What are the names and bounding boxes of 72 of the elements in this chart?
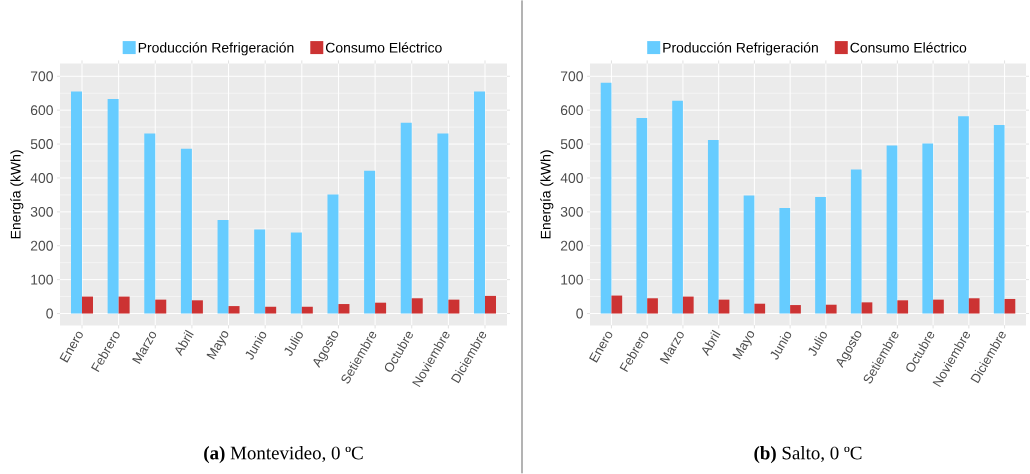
bar <box>217 220 229 314</box>
bar <box>437 133 449 314</box>
bar <box>327 194 339 314</box>
y-tick-label: 300 <box>30 207 53 217</box>
bar <box>779 208 791 314</box>
bar <box>254 229 266 314</box>
text: (b) Salto, 0 ºC <box>754 446 862 464</box>
bar <box>228 306 240 314</box>
y-tick-label: 300 <box>560 207 583 217</box>
bar <box>968 298 980 314</box>
bar <box>861 302 873 314</box>
bar <box>600 82 612 314</box>
bar <box>682 296 694 314</box>
legend-label: Producción Refrigeración <box>138 42 294 56</box>
bar <box>155 299 167 314</box>
bar <box>364 170 376 314</box>
bar <box>71 91 82 314</box>
legend-label: Consumo Eléctrico <box>850 42 967 53</box>
bar <box>933 299 944 314</box>
y-tick-label: 200 <box>30 240 53 251</box>
bar <box>485 296 497 314</box>
y-tick-label: 700 <box>30 71 53 82</box>
bar <box>265 306 277 314</box>
y-tick-label: 400 <box>560 173 583 183</box>
bar <box>825 304 837 314</box>
bar <box>411 298 423 314</box>
bar <box>81 296 93 314</box>
bar <box>754 303 766 314</box>
bar <box>191 300 203 314</box>
bar <box>993 125 1005 314</box>
bar <box>180 148 192 314</box>
y-axis-title: Energía (kWh) <box>540 150 554 239</box>
bar <box>636 118 648 314</box>
bar <box>290 232 302 314</box>
y-tick-label: 0 <box>576 308 583 319</box>
y-tick-label: 0 <box>46 308 53 319</box>
y-tick-label: 500 <box>560 139 583 150</box>
y-tick-label: 400 <box>30 173 53 183</box>
bar <box>672 100 683 314</box>
bar <box>815 197 826 314</box>
y-axis-title: Energía (kWh) <box>10 150 24 239</box>
bar <box>707 140 719 314</box>
bar <box>647 298 658 314</box>
y-tick-label: 600 <box>30 105 53 116</box>
bar <box>850 169 862 314</box>
y-tick-label: 100 <box>31 274 53 285</box>
y-tick-label: 700 <box>560 71 583 82</box>
bar <box>338 304 350 314</box>
bar <box>958 116 969 314</box>
bar <box>118 296 130 314</box>
bar <box>144 133 156 314</box>
bar <box>375 302 387 314</box>
bar <box>790 305 801 314</box>
y-tick-label: 600 <box>560 105 583 116</box>
y-tick-label: 200 <box>560 240 583 251</box>
text: (a) Montevideo, 0 ºC <box>204 446 363 464</box>
bar <box>922 143 934 314</box>
bar <box>886 145 898 314</box>
bar <box>301 306 313 314</box>
legend-label: Producción Refrigeración <box>663 42 818 56</box>
y-tick-label: 500 <box>30 139 53 150</box>
bar <box>474 91 486 314</box>
bar <box>718 299 730 314</box>
bar <box>107 99 119 314</box>
legend-label: Consumo Eléctrico <box>325 42 442 53</box>
y-tick-label: 100 <box>561 274 583 285</box>
bar <box>1004 299 1016 314</box>
bar <box>400 122 412 314</box>
bar <box>743 195 755 314</box>
bar <box>897 300 909 314</box>
bar <box>611 295 623 314</box>
bar <box>448 299 460 314</box>
